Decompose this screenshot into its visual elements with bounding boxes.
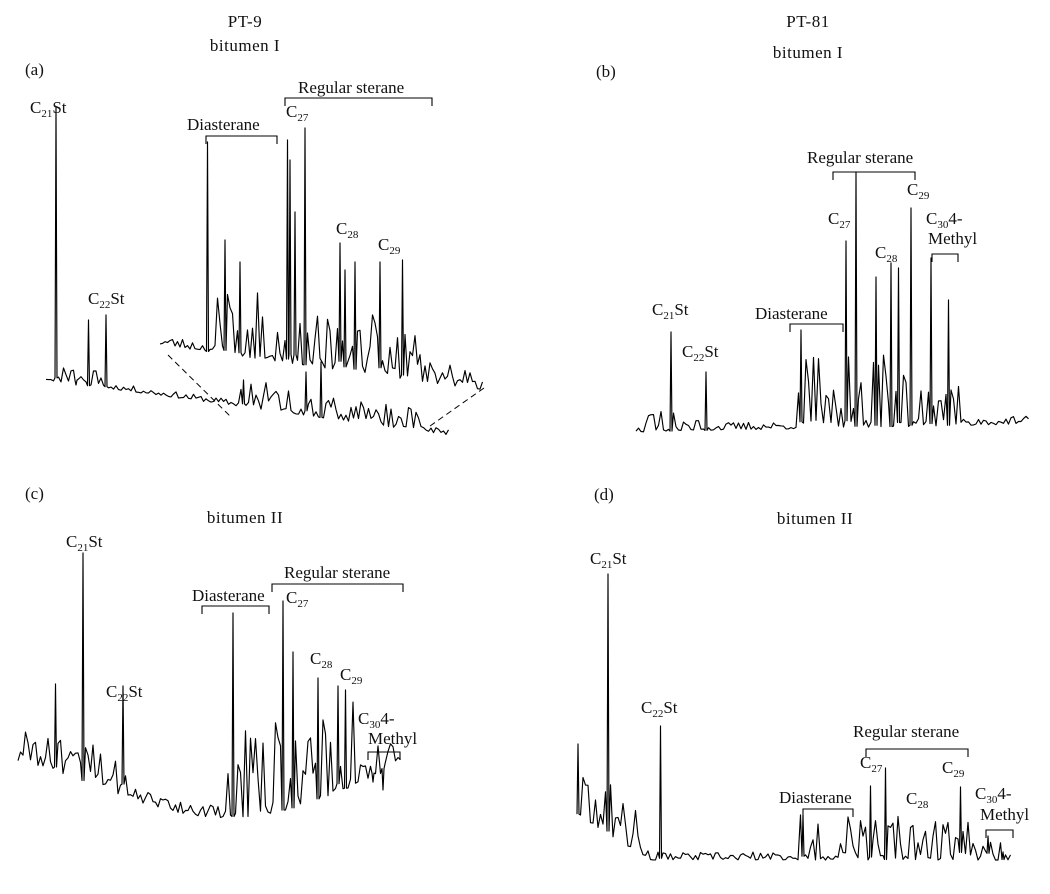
zoom-guide-left	[167, 354, 233, 419]
bracket-a-diasterane	[205, 135, 278, 144]
bracket-c-diasterane	[201, 605, 270, 614]
peak-label-c-c22st: C22St	[106, 682, 143, 704]
peak-label-b-c28: C28	[875, 243, 898, 265]
peak-label-a-c29: C29	[378, 235, 401, 257]
bracket-b-methyl	[931, 253, 959, 262]
peak-label-c-c28: C28	[310, 649, 333, 671]
bracket-label-b-regular-sterane: Regular sterane	[807, 148, 913, 167]
peak-label-d-c21st: C21St	[590, 549, 627, 571]
trace-a-inset	[159, 127, 484, 390]
panel-label-a: (a)	[25, 60, 44, 79]
bracket-b-diasterane	[789, 323, 844, 332]
bracket-label-c-regular-sterane: Regular sterane	[284, 563, 390, 582]
peak-label-a-c21st: C21St	[30, 98, 67, 120]
peak-label-b-methyl: Methyl	[928, 229, 977, 248]
trace-d	[576, 573, 1012, 861]
bracket-label-c-diasterane: Diasterane	[192, 586, 265, 605]
peak-label-b-c22st: C22St	[682, 342, 719, 364]
bracket-label-b-diasterane: Diasterane	[755, 304, 828, 323]
peak-label-b-c21st: C21St	[652, 300, 689, 322]
column-title-pt81: PT-81	[786, 12, 829, 31]
trace-b	[635, 171, 1029, 433]
peak-label-a-c28: C28	[336, 219, 359, 241]
peak-label-d-c28: C28	[906, 789, 929, 811]
bracket-b-regular-sterane	[832, 171, 916, 180]
panel-label-b: (b)	[596, 62, 616, 81]
peak-label-b-c30: C304-	[926, 209, 963, 231]
column-title-pt81-bitumen: bitumen I	[773, 43, 843, 62]
peak-label-c-methyl: Methyl	[368, 729, 417, 748]
peak-label-d-c29: C29	[942, 758, 965, 780]
panel-d: (d) bitumen II C21St C22St C27 C28 C29 C…	[576, 485, 1029, 861]
trace-a-main	[45, 107, 450, 435]
peak-label-c-c21st: C21St	[66, 532, 103, 554]
zoom-guide-right	[429, 387, 485, 427]
peak-label-d-c22st: C22St	[641, 698, 678, 720]
bracket-label-d-diasterane: Diasterane	[779, 788, 852, 807]
bracket-a-regular-sterane	[284, 97, 433, 106]
bracket-d-diasterane	[802, 808, 854, 817]
bracket-label-d-regular-sterane: Regular sterane	[853, 722, 959, 741]
peak-label-b-c27: C27	[828, 209, 851, 231]
peak-label-c-c27: C27	[286, 588, 309, 610]
peak-label-c-c29: C29	[340, 665, 363, 687]
bracket-label-a-diasterane: Diasterane	[187, 115, 260, 134]
peak-label-c-c30: C304-	[358, 709, 395, 731]
column-title-pt9-bitumen: bitumen I	[210, 36, 280, 55]
bracket-c-regular-sterane	[271, 583, 404, 592]
peak-label-d-c30: C304-	[975, 784, 1012, 806]
panel-label-d: (d)	[594, 485, 614, 504]
peak-label-a-c27: C27	[286, 102, 309, 124]
bracket-d-methyl	[985, 829, 1014, 838]
panel-a: (a) C21St C22St C27 C28 C29 Diasterane R…	[25, 60, 485, 435]
peak-label-a-c22st: C22St	[88, 289, 125, 311]
panel-label-c: (c)	[25, 484, 44, 503]
column-title-pt9: PT-9	[228, 12, 262, 31]
peak-label-d-methyl: Methyl	[980, 805, 1029, 824]
panel-title-c: bitumen II	[207, 508, 283, 527]
panel-c: (c) bitumen II C21St C22St C27 C28 C29 C…	[17, 484, 417, 819]
peak-label-d-c27: C27	[860, 753, 883, 775]
bracket-c-methyl	[367, 751, 401, 760]
panel-b: (b) C21St C22St C27 C28 C29 C304- Methyl…	[596, 62, 1029, 433]
peak-label-b-c29: C29	[907, 180, 930, 202]
bracket-label-a-regular-sterane: Regular sterane	[298, 78, 404, 97]
trace-c	[17, 552, 401, 819]
bracket-d-regular-sterane	[865, 748, 969, 757]
panel-title-d: bitumen II	[777, 509, 853, 528]
